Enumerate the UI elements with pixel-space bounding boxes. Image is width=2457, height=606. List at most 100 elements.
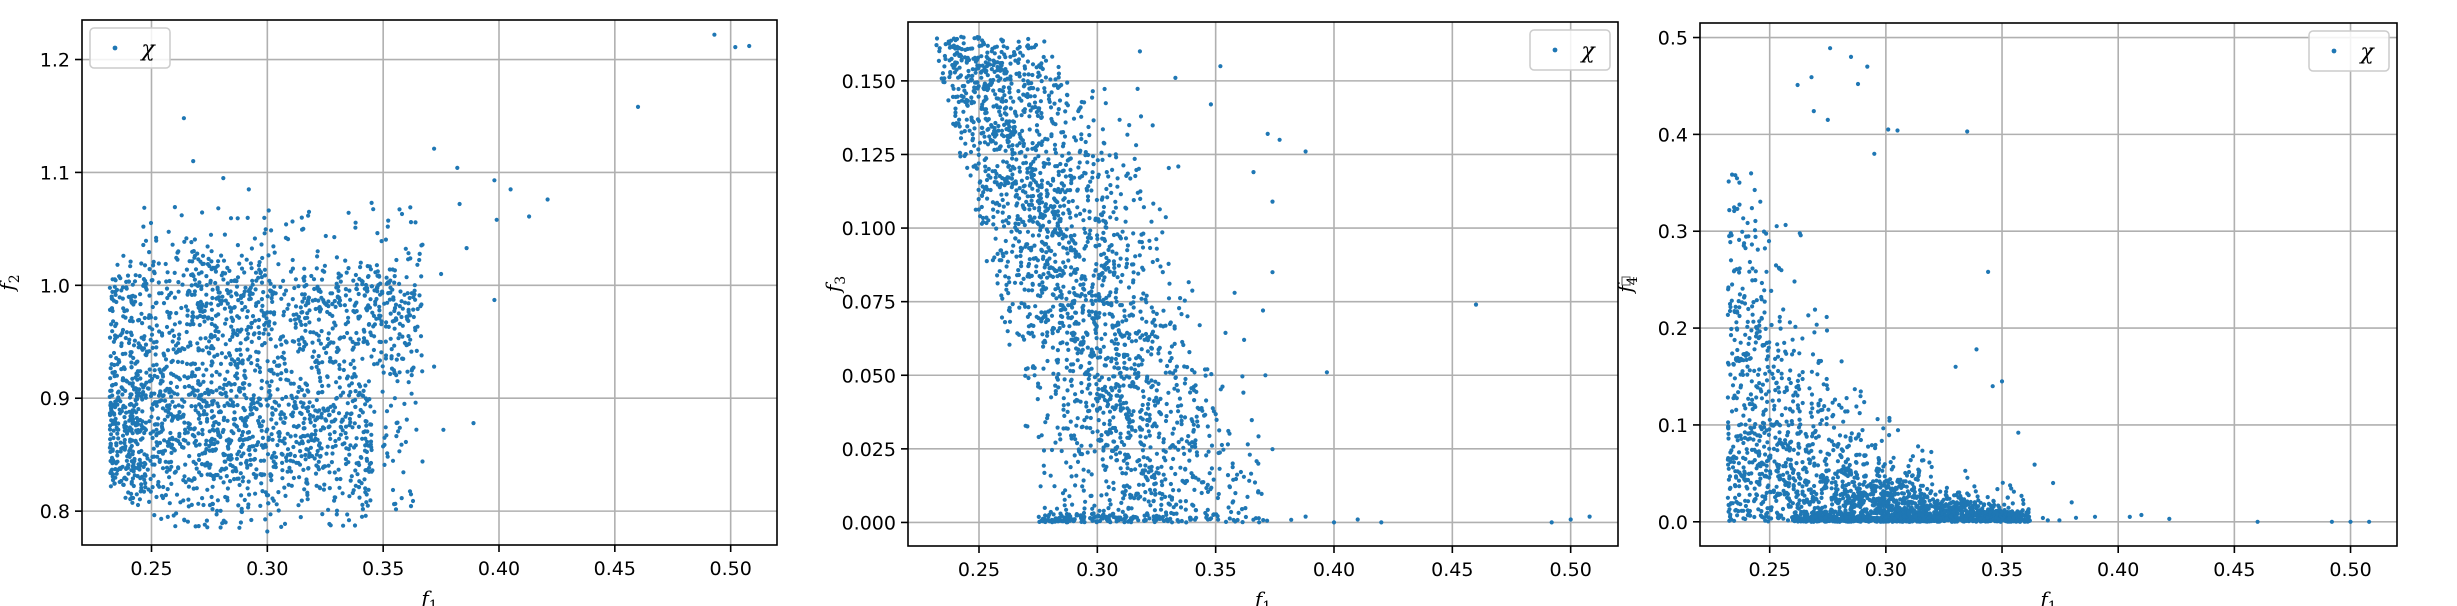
data-point — [1189, 417, 1194, 422]
data-point — [249, 444, 254, 449]
data-point — [1121, 496, 1126, 501]
data-point — [1033, 304, 1038, 309]
data-point — [221, 277, 226, 282]
data-point — [246, 479, 251, 484]
data-point — [545, 197, 550, 202]
data-point — [215, 508, 220, 513]
data-point — [221, 417, 226, 423]
data-point — [1174, 382, 1179, 388]
data-point — [251, 401, 256, 406]
data-point — [1052, 142, 1058, 147]
data-point — [1157, 345, 1162, 350]
data-point — [978, 214, 983, 219]
data-point — [1086, 124, 1091, 130]
data-point — [1044, 286, 1049, 291]
data-point — [154, 427, 159, 432]
data-point — [317, 305, 322, 310]
data-point — [1141, 231, 1146, 236]
data-point — [1048, 77, 1053, 82]
data-point — [1152, 488, 1157, 493]
data-point — [1125, 461, 1130, 466]
data-point — [1095, 158, 1100, 163]
data-point — [1093, 298, 1098, 303]
data-point — [229, 456, 234, 461]
data-point — [1132, 384, 1137, 389]
data-point — [374, 263, 379, 268]
data-point — [320, 465, 326, 470]
data-point — [253, 491, 258, 496]
data-point — [397, 425, 402, 430]
data-point — [249, 246, 254, 251]
data-point — [253, 318, 258, 323]
data-point — [151, 263, 156, 268]
data-point — [408, 337, 413, 342]
data-point — [1041, 160, 1046, 166]
data-point — [350, 399, 355, 404]
grid-lines — [82, 20, 777, 545]
data-point — [261, 331, 266, 336]
data-point — [1075, 416, 1080, 421]
data-point — [215, 440, 220, 445]
data-point — [326, 383, 331, 388]
data-point — [389, 347, 394, 352]
data-point — [1005, 259, 1011, 264]
data-point — [224, 438, 229, 443]
data-point — [1126, 335, 1131, 341]
data-point — [242, 368, 247, 373]
data-point — [358, 265, 363, 270]
data-point — [283, 339, 288, 344]
data-point — [1061, 141, 1066, 146]
data-point — [1145, 423, 1150, 428]
data-point — [248, 325, 254, 330]
data-point — [179, 414, 184, 419]
data-point — [133, 273, 138, 278]
data-point — [1095, 233, 1100, 238]
data-point — [320, 511, 325, 517]
data-point — [306, 439, 311, 444]
data-point — [1173, 75, 1178, 80]
data-point — [1021, 141, 1026, 146]
data-point — [330, 302, 335, 307]
data-point — [1183, 499, 1188, 504]
data-point — [1075, 187, 1080, 192]
data-point — [137, 497, 142, 502]
data-point — [216, 312, 221, 317]
data-point — [352, 523, 358, 528]
data-point — [235, 403, 240, 408]
data-point — [223, 355, 228, 360]
data-point — [403, 300, 408, 305]
data-point — [155, 375, 160, 380]
axes-frame — [907, 21, 1619, 547]
data-point — [973, 164, 978, 169]
data-point — [947, 75, 952, 80]
data-point — [1155, 257, 1160, 263]
data-point — [182, 420, 187, 425]
data-point — [358, 455, 363, 460]
data-point — [278, 416, 283, 421]
data-point — [271, 290, 276, 295]
data-point — [1067, 324, 1072, 329]
data-point — [221, 258, 227, 263]
data-point — [110, 277, 115, 282]
data-point — [1180, 478, 1185, 483]
data-point — [404, 275, 409, 280]
data-point — [412, 283, 417, 288]
data-point — [403, 439, 408, 445]
data-point — [1010, 164, 1015, 169]
data-point — [256, 317, 262, 323]
data-point — [139, 335, 144, 340]
data-point — [1007, 86, 1012, 91]
data-point — [215, 337, 220, 342]
data-point — [1088, 516, 1093, 521]
data-point — [1088, 391, 1093, 396]
data-point — [1087, 373, 1092, 378]
data-point — [186, 375, 191, 380]
data-point — [146, 487, 151, 492]
data-point — [399, 299, 404, 304]
grid-lines — [1700, 23, 2397, 546]
data-point — [225, 281, 230, 286]
data-point — [1088, 179, 1093, 184]
data-point — [253, 287, 258, 292]
data-point — [247, 287, 252, 292]
data-point — [1103, 467, 1108, 472]
